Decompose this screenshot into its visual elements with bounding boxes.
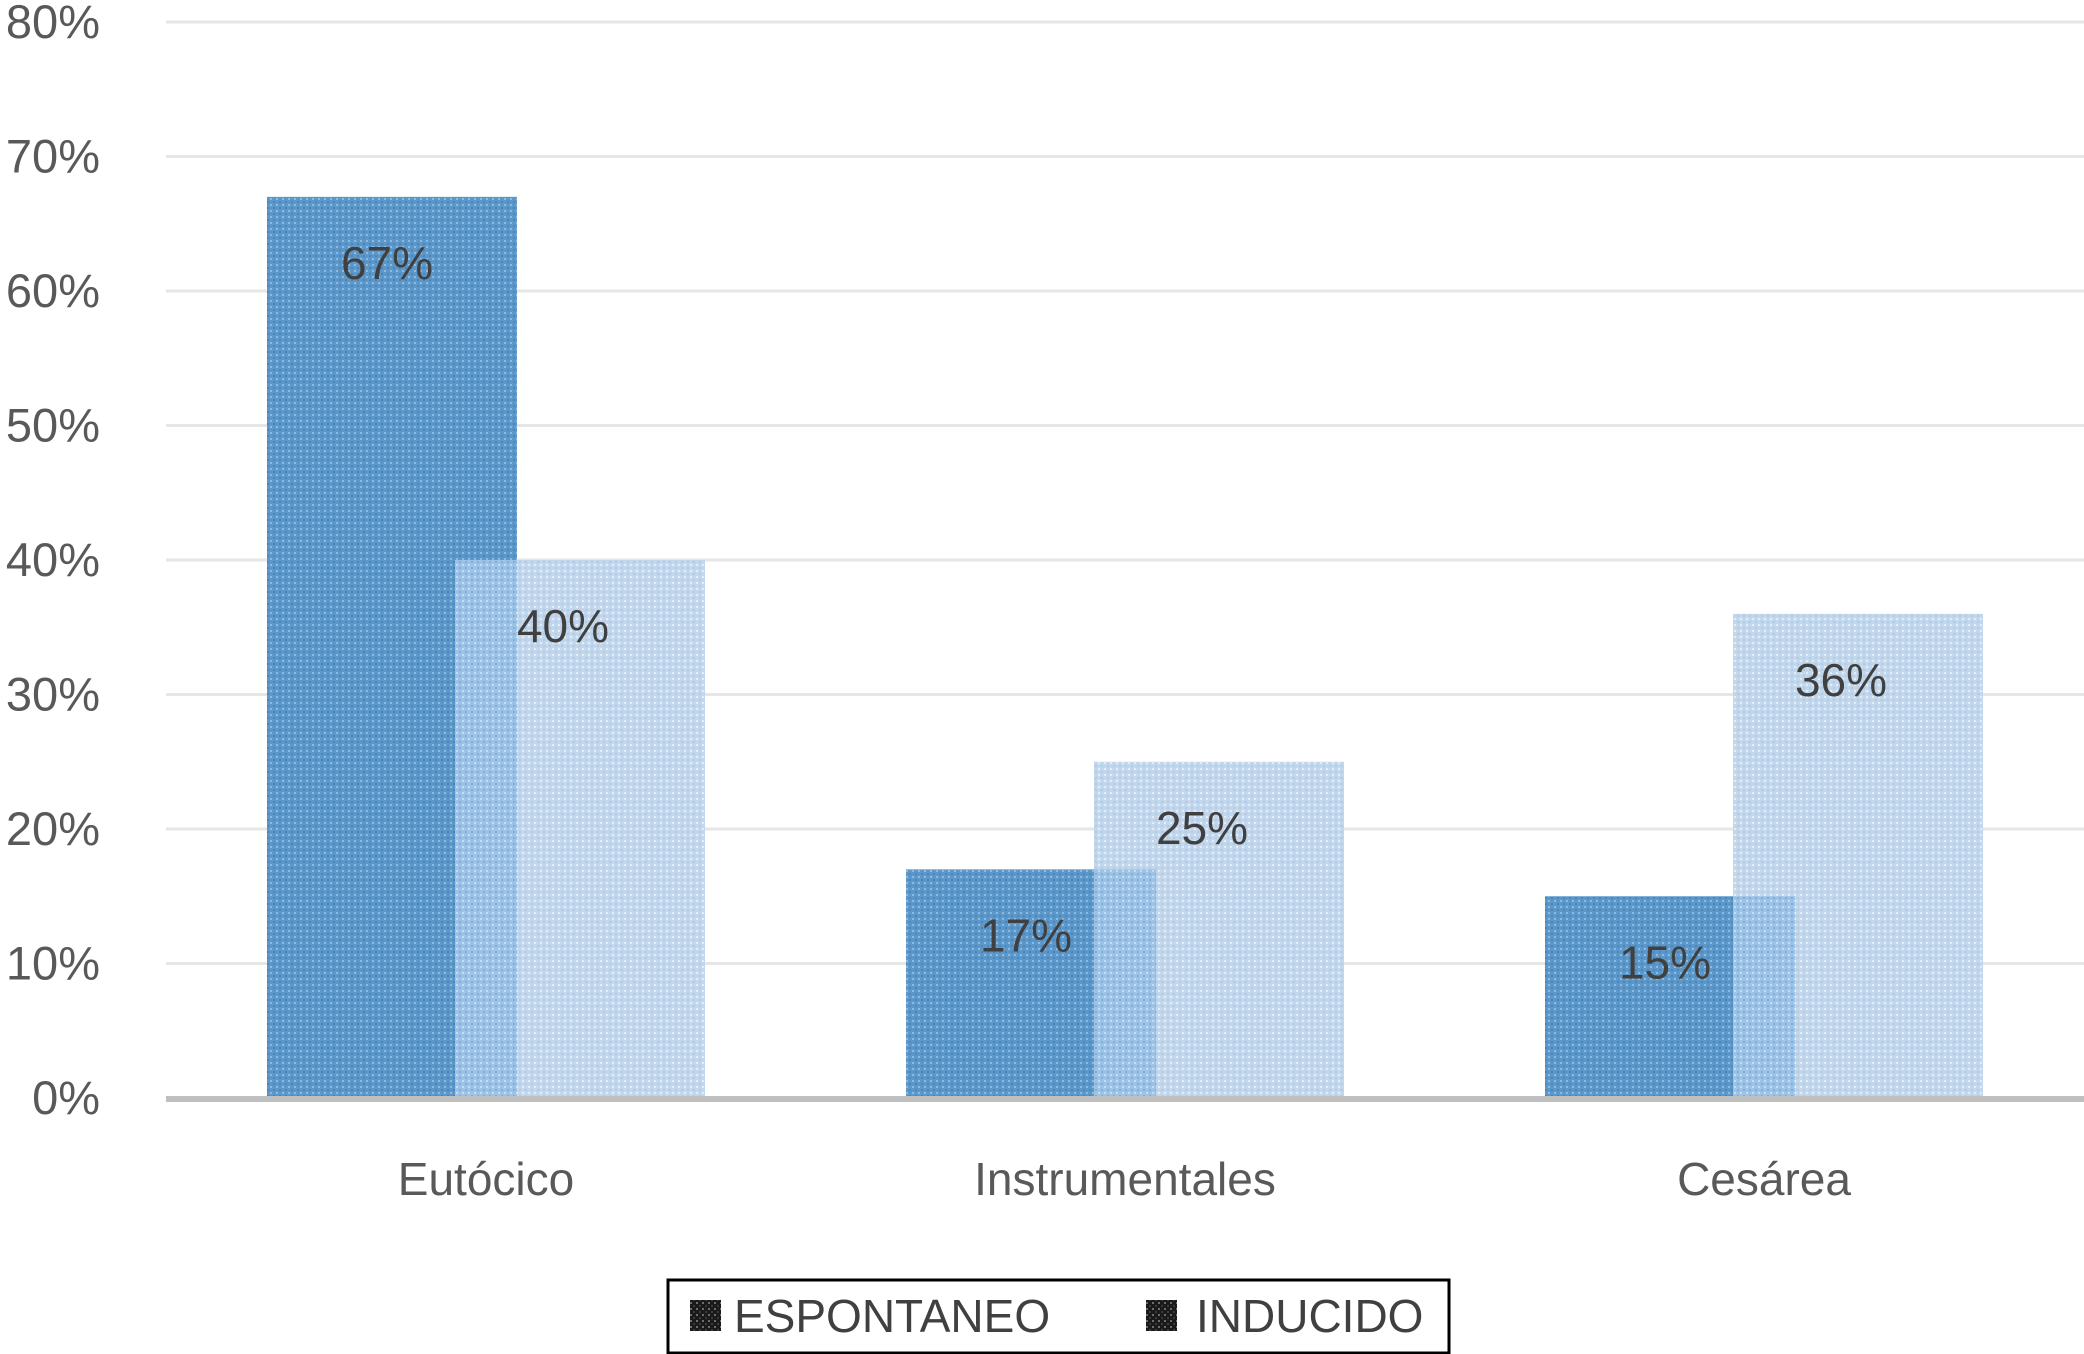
legend: ESPONTANEO INDUCIDO [666,1278,1451,1354]
x-category-label: Cesárea [1677,1153,1851,1205]
y-tick-label: 60% [6,264,100,317]
y-axis-tick-labels: 0% 10% 20% 30% 40% 50% 60% 70% 80% [6,0,100,1124]
bar-overlap [1733,896,1795,1098]
legend-swatch [690,1300,721,1331]
bar-overlap [455,560,517,1098]
y-tick-label: 0% [32,1071,100,1124]
data-label: 67% [341,237,433,289]
y-tick-label: 20% [6,802,100,855]
y-tick-label: 30% [6,668,100,721]
data-label: 17% [980,909,1072,961]
y-tick-label: 10% [6,937,100,990]
data-label: 15% [1619,936,1711,988]
data-labels: 67% 40% 17% 25% 15% 36% [341,237,1887,988]
legend-swatch [1146,1300,1177,1331]
bars [267,196,1983,1099]
y-tick-label: 50% [6,399,100,452]
x-category-label: Instrumentales [974,1153,1276,1205]
legend-box [666,1278,1451,1354]
data-label: 25% [1156,802,1248,854]
y-tick-label: 40% [6,533,100,586]
bar-overlap [1094,869,1156,1098]
data-label: 36% [1795,654,1887,706]
legend-label: INDUCIDO [1196,1290,1423,1342]
y-tick-label: 70% [6,130,100,183]
y-tick-label: 80% [6,0,100,48]
data-label: 40% [517,600,609,652]
x-axis-category-labels: Eutócico Instrumentales Cesárea [398,1153,1852,1205]
x-category-label: Eutócico [398,1153,574,1205]
legend-label: ESPONTANEO [734,1290,1050,1342]
